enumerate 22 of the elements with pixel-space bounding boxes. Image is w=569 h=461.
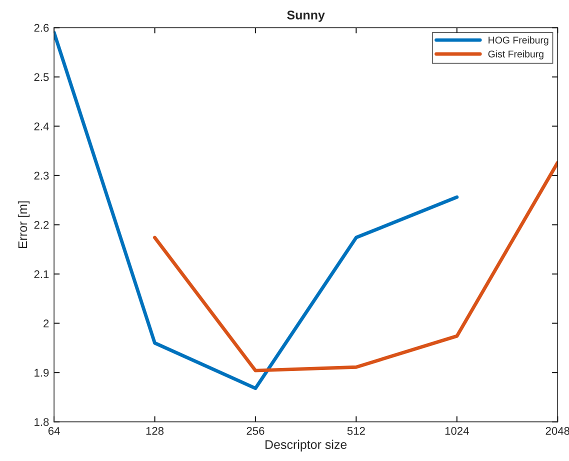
- y-tick-label: 2.4: [34, 122, 49, 130]
- y-tick-label: 1.9: [34, 368, 49, 377]
- y-tick-label: 2.6: [34, 24, 49, 32]
- line-series: [54, 30, 459, 390]
- y-tick-label: 2.1: [34, 270, 49, 278]
- y-tick-label: 2.2: [34, 221, 49, 229]
- x-tick-label: 512: [347, 426, 365, 435]
- x-tick-label: 2048: [546, 426, 569, 435]
- chart-title: Sunny: [287, 10, 325, 22]
- legend-label: Gist Freiburg: [488, 50, 544, 60]
- x-axis-title: Descriptor size: [266, 440, 347, 452]
- y-tick-label: 1.8: [34, 418, 49, 426]
- x-tick-label: 1024: [445, 426, 469, 435]
- y-tick-label: 2.5: [34, 73, 49, 82]
- y-axis-title: Error [m]: [18, 201, 30, 248]
- y-tick-label: 2: [44, 320, 49, 328]
- y-tick-label: 2.3: [34, 172, 49, 180]
- line-series: [153, 160, 558, 372]
- x-tick-label: 64: [48, 426, 60, 435]
- x-tick-label: 128: [146, 426, 164, 435]
- x-tick-label: 256: [246, 426, 264, 435]
- legend-label: HOG Freiburg: [488, 36, 548, 46]
